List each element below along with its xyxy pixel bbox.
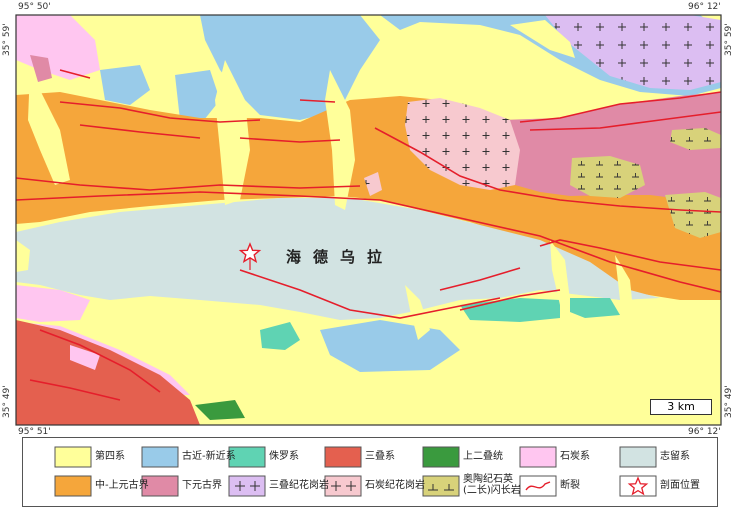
- ordovician-tonalite-area-1: [570, 156, 645, 198]
- coord-left-top: 35° 59': [2, 23, 12, 56]
- coord-top-right: 96° 12': [688, 2, 721, 12]
- legend-label-jurassic: 侏罗系: [269, 451, 299, 462]
- upper-permian-area: [195, 400, 245, 420]
- legend-label-meso-neoproterozoic: 中-上元古界: [95, 480, 149, 491]
- fault-line: [239, 137, 341, 143]
- legend-label-section-location: 剖面位置: [660, 480, 700, 491]
- fault-line: [374, 127, 721, 213]
- carboniferous-granite-small: [364, 172, 382, 196]
- legend: [22, 437, 718, 507]
- fault-line: [239, 269, 501, 319]
- quaternary-ne-lens: [510, 20, 575, 58]
- legend-label-triassic-granite: 三叠纪花岗岩: [269, 480, 329, 491]
- scale-bar: 3 km: [650, 399, 712, 415]
- quaternary-tongue-1: [28, 70, 70, 185]
- coord-left-bottom: 35° 49': [2, 385, 12, 418]
- silurian-area: [16, 198, 660, 320]
- fault-line: [439, 267, 521, 291]
- legend-label-triassic: 三叠系: [365, 451, 395, 462]
- fault-line: [539, 239, 721, 271]
- quaternary-tongue-4: [405, 285, 430, 340]
- paleogene-area-nw: [100, 65, 150, 105]
- paleoproterozoic-area-nw: [30, 55, 52, 82]
- fault-line: [16, 177, 361, 191]
- section-location-star: [238, 242, 262, 264]
- map-body: [16, 15, 721, 425]
- legend-label-paleogene-neogene: 古近-新近系: [182, 451, 236, 462]
- legend-label-ordovician-tonalite: 奥陶纪石英 (二长)闪长岩: [463, 474, 521, 496]
- legend-label-upper-permian: 上二叠统: [463, 451, 503, 462]
- faults: [16, 69, 721, 401]
- fault-line: [16, 191, 721, 293]
- legend-label-quaternary: 第四系: [95, 451, 125, 462]
- quaternary-tongue-6: [615, 255, 632, 300]
- fault-line: [79, 124, 201, 139]
- quaternary-tongue-2: [215, 60, 250, 205]
- carboniferous-area-w: [16, 285, 90, 322]
- coord-bottom-left: 95° 51': [18, 427, 51, 437]
- triassic-granite-area: [545, 15, 721, 90]
- legend-label-carboniferous: 石炭系: [560, 451, 590, 462]
- fault-line: [459, 289, 561, 311]
- ordovician-tonalite-area-3: [665, 192, 721, 238]
- ordovician-tonalite-area-2: [670, 128, 721, 150]
- fault-line: [59, 69, 91, 79]
- fault-line: [29, 379, 121, 401]
- paleoproterozoic-area-e: [500, 92, 721, 210]
- carboniferous-granite-area: [405, 98, 520, 190]
- fault-line: [39, 329, 161, 393]
- legend-label-fault: 断裂: [560, 480, 580, 491]
- coord-right-top: 35° 59': [724, 23, 734, 56]
- quaternary-tongue-5: [550, 240, 570, 305]
- carboniferous-lens-sw: [70, 345, 100, 370]
- place-label-haidewula: 海德乌拉: [286, 248, 395, 266]
- map-border: [15, 14, 722, 426]
- paleogene-area-nw2: [175, 70, 220, 125]
- legend-label-carboniferous-granite: 石炭纪花岗岩: [365, 480, 425, 491]
- triassic-area: [16, 320, 200, 425]
- legend-label-paleoproterozoic: 下元古界: [182, 480, 222, 491]
- jurassic-area-3: [570, 298, 620, 318]
- coord-bottom-right: 96° 12': [688, 427, 721, 437]
- quaternary-tongue-7: [16, 240, 30, 272]
- fault-line: [59, 101, 261, 123]
- coord-right-bottom: 35° 49': [724, 385, 734, 418]
- fault-line: [519, 91, 721, 123]
- legend-swatches: [54, 446, 657, 497]
- legend-label-silurian: 志留系: [660, 451, 690, 462]
- jurassic-area-1: [260, 322, 300, 350]
- coord-top-left: 95° 50': [18, 2, 51, 12]
- fault-line: [529, 111, 721, 131]
- fault-line: [299, 99, 336, 103]
